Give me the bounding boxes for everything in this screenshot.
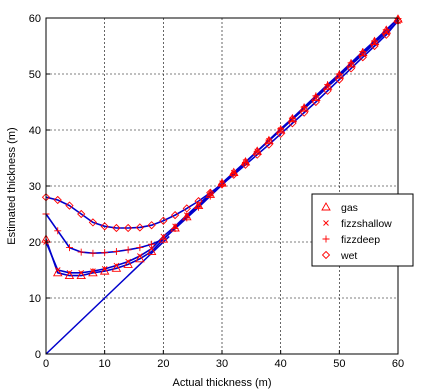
data-point-fizzdeep [382, 26, 390, 34]
series-markers [41, 14, 403, 280]
data-point-gas [88, 267, 98, 277]
y-tick-label: 40 [29, 125, 41, 137]
y-ticks: 0 10 20 30 40 50 60 [29, 13, 50, 361]
data-point-fizzdeep [277, 125, 285, 133]
legend-marker-gas [321, 202, 331, 211]
legend-marker-fizzshallow [323, 220, 329, 226]
data-point-fizzdeep [112, 248, 120, 256]
data-point-fizzdeep [241, 158, 249, 166]
data-point-wet [335, 75, 344, 84]
data-point-wet [323, 86, 332, 95]
x-axis-label: Actual thickness (m) [172, 377, 271, 389]
data-point-wet [170, 210, 180, 220]
data-point-wet [206, 188, 215, 197]
x-tick-label: 20 [157, 358, 169, 370]
x-tick-label: 50 [333, 358, 345, 370]
data-point-fizzdeep [65, 244, 73, 252]
data-point-fizzdeep [183, 214, 191, 222]
x-tick-label: 40 [275, 358, 287, 370]
data-point-wet [147, 221, 156, 230]
legend-label-fizzshallow: fizzshallow [341, 218, 392, 230]
data-point-wet [194, 196, 203, 206]
legend-label-fizzdeep: fizzdeep [341, 234, 380, 246]
legend: gas fizzshallow fizzdeep wet [311, 193, 414, 267]
x-ticks: 0 10 20 30 40 50 60 [43, 350, 404, 370]
data-point-wet [65, 201, 74, 210]
data-point-fizzshallow [90, 268, 96, 274]
y-tick-label: 50 [29, 69, 41, 81]
data-point-fizzshallow [148, 245, 155, 252]
x-tick-label: 60 [392, 358, 404, 370]
data-point-wet [100, 222, 109, 231]
data-point-fizzdeep [54, 227, 62, 235]
data-point-fizzdeep [265, 136, 273, 144]
data-point-fizzdeep [288, 114, 296, 122]
data-point-fizzdeep [148, 240, 156, 248]
data-point-wet [370, 41, 379, 51]
y-axis-label: Estimated thickness (m) [6, 127, 18, 244]
legend-marker-fizzdeep [322, 235, 330, 243]
data-point-fizzshallow [78, 269, 85, 276]
data-point-fizzdeep [89, 249, 97, 257]
data-point-wet [288, 119, 297, 128]
data-point-wet [135, 223, 145, 232]
data-point-wet [182, 204, 191, 213]
data-point-gas [311, 92, 321, 101]
data-point-fizzdeep [136, 244, 144, 252]
x-tick-label: 0 [43, 358, 49, 370]
data-point-fizzdeep [77, 248, 85, 256]
series-points-wet [41, 16, 403, 233]
data-point-fizzshallow [54, 267, 61, 273]
y-tick-label: 10 [29, 293, 41, 305]
data-point-wet [311, 97, 321, 107]
data-point-wet [264, 140, 274, 149]
data-point-fizzshallow [125, 258, 131, 265]
data-point-fizzdeep [371, 37, 379, 45]
data-point-fizzdeep [159, 235, 167, 243]
legend-label-gas: gas [341, 202, 358, 214]
data-point-wet [77, 209, 86, 219]
reference-line [45, 235, 170, 355]
y-tick-label: 60 [29, 13, 41, 25]
legend-label-wet: wet [340, 250, 357, 262]
x-tick-label: 10 [99, 358, 111, 370]
data-point-wet [382, 30, 391, 39]
legend-marker-wet [321, 250, 331, 260]
reference-diagonal [45, 235, 170, 355]
data-point-wet [123, 223, 133, 233]
data-point-fizzshallow [101, 266, 108, 272]
y-tick-label: 20 [29, 237, 41, 249]
data-point-wet [276, 129, 285, 139]
data-point-gas [275, 125, 286, 134]
data-point-fizzdeep [101, 249, 109, 257]
data-point-fizzdeep [171, 225, 179, 233]
data-point-fizzshallow [113, 262, 120, 269]
y-tick-label: 0 [35, 349, 41, 361]
data-point-wet [217, 180, 227, 189]
data-point-gas [299, 103, 309, 112]
data-point-wet [88, 218, 98, 227]
data-point-fizzshallow [137, 253, 143, 259]
data-point-wet [159, 216, 168, 225]
data-point-wet [241, 160, 250, 169]
data-point-fizzshallow [66, 269, 73, 276]
y-tick-label: 30 [29, 181, 41, 193]
data-point-wet [358, 53, 367, 62]
x-tick-label: 30 [216, 358, 228, 370]
data-point-wet [229, 170, 238, 179]
data-point-fizzdeep [124, 246, 132, 254]
data-point-wet [253, 150, 262, 159]
data-point-gas [322, 81, 333, 90]
data-point-wet [53, 195, 62, 205]
data-point-wet [299, 108, 309, 117]
data-point-wet [346, 64, 356, 73]
data-point-wet [112, 223, 121, 233]
